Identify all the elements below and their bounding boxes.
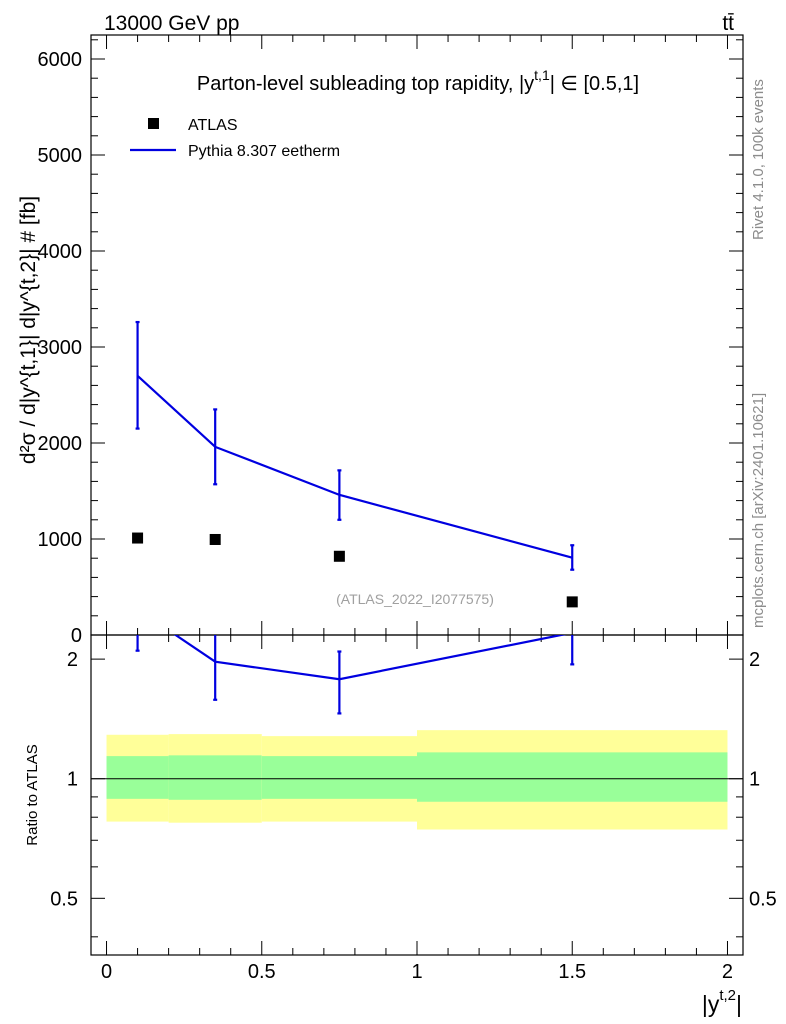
x-tick-label: 0 [101,961,112,983]
x-axis-label: |yt,2| [702,987,742,1017]
ratio-tick-label-right: 0.5 [749,888,777,910]
main-series [132,320,578,608]
chart-title-tail: | ∈ [0.5,1] [550,73,639,95]
ratio-tick-label-right: 1 [749,769,760,791]
ratio-y-axis-label: Ratio to ATLAS [24,744,41,845]
ratio-series [135,635,575,715]
x-tick-label: 1 [411,961,422,983]
rivet-label: Rivet 4.1.0, 100k events [750,79,767,240]
atlas-point [132,532,144,544]
legend: ATLAS Pythia 8.307 eetherm [130,117,340,160]
y-tick-label: 6000 [38,49,83,71]
ratio-tick-label-right: 2 [749,649,760,671]
y-tick-label: 4000 [38,241,83,263]
ratio-stat-band-2 [261,756,417,799]
ratio-stat-band-0 [106,756,169,799]
ratio-bands [106,730,728,830]
legend-atlas-marker [148,118,159,129]
ratio-stat-band-1 [168,755,262,800]
y-tick-label: 2000 [38,433,83,455]
ratio-tick-label-left: 1 [67,769,78,791]
atlas-point [566,596,578,608]
atlas-point [209,533,221,545]
ratio-pythia-line [173,635,567,681]
y-tick-label: 5000 [38,145,83,167]
process-label: tt̄ [722,12,734,35]
energy-label: 13000 GeV pp [104,12,239,35]
ratio-tick-label-left: 2 [67,649,78,671]
x-axis-label-main: |y [702,991,720,1017]
atlas-point [333,550,345,562]
ratio-stat-band-3 [417,752,728,802]
x-tick-label: 1.5 [558,961,586,983]
x-axis-label-tail: | [736,991,742,1017]
legend-pythia-label: Pythia 8.307 eetherm [188,143,340,160]
x-tick-label: 2 [722,961,733,983]
chart-title: Parton-level subleading top rapidity, |y… [197,67,639,95]
y-tick-label: 1000 [38,529,83,551]
chart-title-main: Parton-level subleading top rapidity, |y [197,73,534,95]
chart-title-sup: t,1 [534,67,550,83]
y-axis-label: d²σ / d|y^{t,1}| d|y^{t,2}| # [fb] [17,196,40,464]
pythia-line [136,374,573,559]
y-tick-label: 0 [71,625,82,647]
legend-atlas-label: ATLAS [188,117,238,134]
y-tick-label: 3000 [38,337,83,359]
source-label: mcplots.cern.ch [arXiv:2401.10621] [750,393,767,628]
analysis-id: (ATLAS_2022_I2077575) [336,591,494,607]
series-layer [132,320,578,715]
x-tick-label: 0.5 [248,961,276,983]
ratio-tick-label-left: 0.5 [50,888,78,910]
x-axis-label-sup: t,2 [719,987,736,1004]
